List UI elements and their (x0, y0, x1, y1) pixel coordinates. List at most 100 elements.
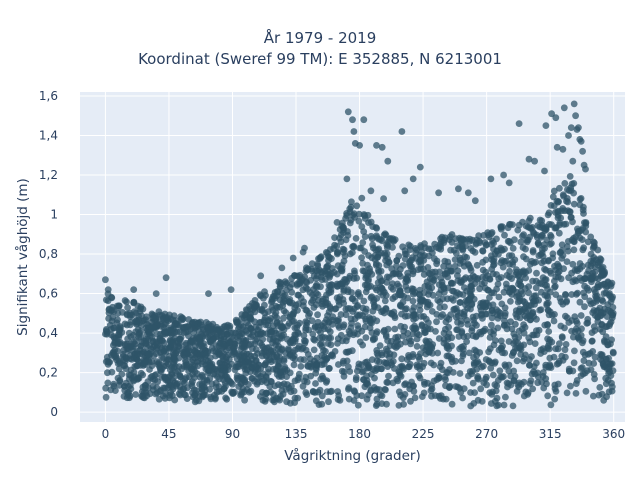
data-point (148, 324, 155, 331)
data-point (457, 389, 465, 396)
data-point (398, 310, 405, 318)
data-point (454, 242, 461, 250)
data-point (113, 354, 121, 362)
data-point (524, 223, 532, 231)
data-point (328, 351, 336, 359)
data-point (190, 337, 198, 345)
data-point (372, 246, 379, 254)
data-point (299, 382, 307, 390)
data-point (542, 375, 550, 383)
outlier-point (569, 157, 577, 165)
data-point (207, 330, 215, 338)
data-point (401, 247, 409, 255)
data-point (539, 253, 547, 260)
outlier-point (464, 189, 472, 197)
data-point (427, 325, 434, 333)
data-point (235, 325, 242, 333)
data-point (201, 391, 209, 399)
data-point (331, 305, 339, 313)
data-point (355, 325, 362, 333)
data-point (121, 297, 129, 304)
data-point (510, 367, 518, 375)
data-point (315, 401, 323, 408)
data-point (555, 262, 562, 270)
data-point (364, 361, 372, 369)
data-point (522, 274, 529, 282)
data-point (429, 249, 436, 257)
data-point (374, 279, 382, 286)
data-point (355, 210, 363, 218)
data-point (408, 285, 416, 293)
data-point (373, 295, 381, 302)
data-point (436, 241, 444, 248)
data-point (262, 395, 270, 403)
data-point (221, 342, 229, 350)
data-point (498, 300, 506, 308)
data-point (361, 215, 369, 222)
data-point (550, 353, 558, 361)
data-point (226, 339, 234, 346)
data-point (251, 318, 259, 326)
data-point (339, 337, 346, 345)
data-point (298, 277, 305, 284)
data-point (493, 382, 501, 390)
data-point (188, 382, 196, 390)
data-point (116, 381, 123, 389)
data-point (310, 304, 318, 311)
data-point (368, 254, 376, 262)
data-point (398, 355, 406, 363)
data-point (400, 292, 407, 300)
data-point (408, 265, 415, 273)
data-point (358, 392, 366, 400)
data-point (521, 298, 528, 306)
data-point (153, 384, 161, 392)
data-point (255, 323, 263, 331)
data-point (594, 246, 602, 254)
data-point (337, 231, 345, 239)
data-point (300, 332, 308, 339)
data-point (269, 335, 277, 343)
data-point (294, 376, 302, 384)
data-point (275, 395, 282, 403)
data-point (448, 400, 456, 408)
data-point (315, 255, 322, 262)
outlier-point (378, 143, 386, 151)
data-point (345, 384, 353, 392)
data-point (153, 358, 161, 365)
data-point (576, 298, 584, 306)
data-point (340, 246, 348, 254)
data-point (440, 236, 448, 244)
data-point (381, 297, 389, 305)
data-point (114, 316, 121, 324)
data-point (345, 395, 353, 403)
x-axis-ticks: 0 45 90 135 180 225 270 315 360 (102, 427, 626, 441)
y-tick-label: 0,2 (39, 366, 58, 380)
data-point (382, 386, 389, 394)
data-point (160, 384, 167, 392)
data-point (320, 347, 327, 354)
data-point (468, 282, 475, 290)
data-point (570, 234, 577, 242)
data-point (574, 225, 581, 233)
x-tick-label: 315 (539, 427, 562, 441)
data-point (598, 271, 606, 279)
data-point (607, 360, 614, 368)
data-point (180, 323, 188, 331)
data-point (579, 262, 586, 270)
outlier-point (567, 124, 575, 131)
data-point (389, 280, 396, 287)
y-tick-label: 1,6 (39, 89, 58, 103)
data-point (513, 357, 521, 365)
data-point (479, 266, 487, 274)
data-point (511, 236, 518, 244)
data-point (306, 289, 314, 296)
outlier-point (416, 163, 424, 171)
outlier-point (471, 197, 479, 205)
data-point (132, 391, 140, 398)
data-point (335, 392, 343, 399)
data-point (542, 266, 550, 274)
data-point (409, 297, 417, 305)
data-point (559, 205, 567, 212)
outlier-point (384, 157, 392, 165)
data-point (148, 362, 156, 370)
